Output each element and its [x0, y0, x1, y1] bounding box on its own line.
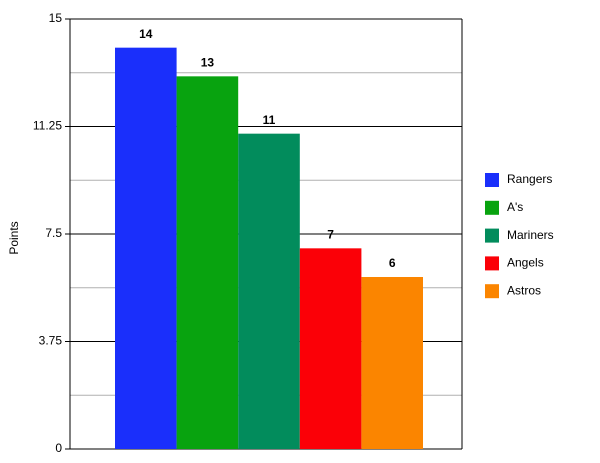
y-tick-label: 11.25 — [33, 119, 62, 133]
y-tick-label: 15 — [49, 11, 63, 25]
legend-label: A's — [507, 200, 523, 214]
legend-swatch — [485, 173, 499, 187]
legend-label: Rangers — [507, 172, 552, 186]
value-label: 11 — [263, 113, 276, 127]
bar — [299, 248, 362, 449]
value-label: 13 — [201, 56, 215, 70]
value-label: 14 — [139, 27, 153, 41]
bar — [361, 277, 423, 449]
bar — [115, 47, 177, 450]
legend-swatch — [485, 284, 499, 299]
legend-label: Mariners — [507, 228, 554, 242]
legend-swatch — [485, 200, 499, 215]
legend-label: Angels — [507, 256, 544, 270]
value-label: 6 — [389, 256, 396, 270]
y-axis-label: Points — [7, 221, 21, 254]
bar — [238, 133, 300, 449]
y-tick-label: 0 — [55, 441, 62, 455]
legend-swatch — [485, 256, 499, 271]
y-tick-label: 7.5 — [45, 226, 62, 240]
legend-label: Astros — [507, 283, 541, 297]
legend-swatch — [485, 228, 499, 243]
value-label: 7 — [327, 228, 334, 242]
bar — [176, 76, 239, 449]
y-tick-label: 3.75 — [39, 334, 63, 348]
